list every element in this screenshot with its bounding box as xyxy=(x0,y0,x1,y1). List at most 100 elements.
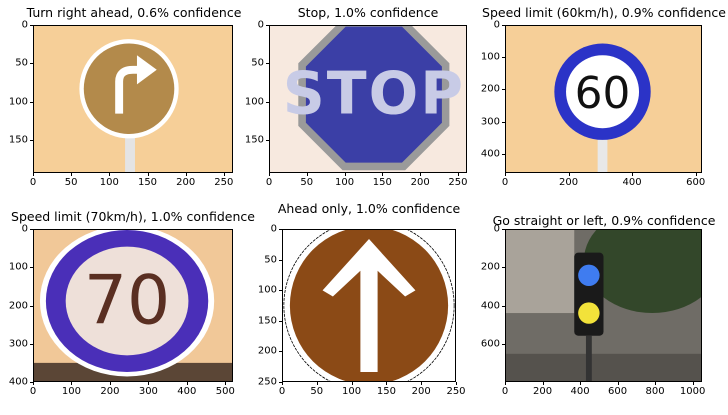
x-tick-label: 0 xyxy=(278,386,286,397)
sign-image xyxy=(506,230,701,381)
y-tick xyxy=(502,343,505,345)
y-tick-label: 600 xyxy=(480,338,500,350)
x-tick xyxy=(33,173,34,176)
y-tick xyxy=(266,63,269,65)
y-tick-label: 0 xyxy=(270,223,277,235)
yellow-light xyxy=(578,302,600,324)
y-tick xyxy=(266,25,269,26)
x-tick-label: 150 xyxy=(376,386,396,397)
y-tick xyxy=(30,25,33,26)
y-tick xyxy=(30,101,33,103)
y-tick xyxy=(266,140,269,142)
y-tick xyxy=(279,290,282,292)
x-tick-label: 100 xyxy=(342,386,362,397)
y-tick xyxy=(30,140,33,142)
y-tick xyxy=(502,153,505,155)
sign-face xyxy=(305,26,442,163)
image-axes: 60 xyxy=(505,25,702,173)
x-tick xyxy=(505,382,506,385)
y-tick xyxy=(502,57,505,59)
y-tick-label: 400 xyxy=(480,300,500,311)
sign-text: STOP xyxy=(283,60,465,128)
x-tick xyxy=(223,173,225,176)
panel-title: Turn right ahead, 0.6% confidence xyxy=(26,5,242,20)
x-tick-label: 400 xyxy=(570,386,590,397)
image-axes xyxy=(505,229,702,382)
foliage xyxy=(584,230,701,314)
image-axes: 70 xyxy=(33,229,233,382)
y-tick-label: 0 xyxy=(493,19,500,31)
x-tick-label: 0 xyxy=(29,386,37,397)
arrow-shaft xyxy=(115,65,139,114)
y-tick-label: 200 xyxy=(480,261,500,273)
sign-image xyxy=(283,230,455,381)
sign-image: 70 xyxy=(34,230,232,381)
panel-title: Speed limit (60km/h), 0.9% confidence xyxy=(482,5,726,20)
panel-title: Speed limit (70km/h), 1.0% confidence xyxy=(11,209,255,224)
blue-light xyxy=(578,264,600,287)
x-tick-label: 0 xyxy=(501,177,509,188)
x-tick xyxy=(33,382,34,385)
y-tick-label: 150 xyxy=(244,134,264,146)
x-tick-label: 0 xyxy=(501,386,509,397)
sign-image: 60 xyxy=(506,26,701,172)
x-tick-label: 250 xyxy=(214,177,234,188)
sign-post xyxy=(125,116,135,172)
y-tick-label: 150 xyxy=(257,315,277,327)
x-tick xyxy=(306,173,308,176)
image-axes xyxy=(33,25,233,173)
y-tick-label: 0 xyxy=(493,223,500,235)
y-tick-label: 200 xyxy=(257,345,277,357)
x-tick-label: 100 xyxy=(99,177,119,188)
y-tick-label: 400 xyxy=(480,148,500,160)
x-tick xyxy=(316,382,318,385)
y-tick-label: 100 xyxy=(8,96,28,108)
x-tick xyxy=(71,382,73,385)
x-tick-label: 600 xyxy=(686,177,706,188)
y-tick-label: 100 xyxy=(480,51,500,63)
y-tick xyxy=(279,229,282,230)
x-tick xyxy=(692,382,694,385)
sign-inner xyxy=(65,246,189,356)
x-tick-label: 1000 xyxy=(679,386,706,397)
x-tick-label: 200 xyxy=(559,177,579,188)
x-tick-label: 50 xyxy=(310,386,324,397)
x-tick xyxy=(282,382,283,385)
y-tick xyxy=(279,351,282,353)
x-tick xyxy=(344,173,346,176)
sign-image xyxy=(34,26,232,172)
x-tick-label: 500 xyxy=(215,386,235,397)
x-tick xyxy=(109,382,111,385)
x-tick xyxy=(695,173,697,176)
y-tick-label: 0 xyxy=(21,223,28,235)
x-tick xyxy=(568,173,570,176)
x-tick xyxy=(186,382,188,385)
y-tick xyxy=(30,305,33,307)
x-tick xyxy=(542,382,544,385)
y-tick-label: 150 xyxy=(8,134,28,146)
x-tick-label: 200 xyxy=(410,177,430,188)
y-tick xyxy=(502,267,505,269)
street xyxy=(506,353,701,381)
x-tick xyxy=(617,382,619,385)
y-tick-label: 300 xyxy=(480,116,500,128)
x-tick xyxy=(109,173,111,176)
x-tick-label: 150 xyxy=(137,177,158,188)
x-tick xyxy=(269,173,270,176)
arrow-head xyxy=(136,55,157,85)
x-tick xyxy=(421,382,423,385)
y-tick-label: 50 xyxy=(264,254,277,266)
y-tick-label: 400 xyxy=(8,376,28,388)
x-tick-label: 300 xyxy=(138,386,158,397)
building xyxy=(506,230,575,314)
y-tick xyxy=(30,267,33,269)
sign-outline xyxy=(283,230,455,381)
y-tick-label: 250 xyxy=(257,376,277,388)
light-pole xyxy=(585,335,592,381)
image-axes: STOP xyxy=(269,25,467,173)
y-tick xyxy=(30,229,33,230)
x-tick xyxy=(147,173,149,176)
x-tick-label: 800 xyxy=(645,386,665,397)
x-tick-label: 50 xyxy=(64,177,78,188)
y-tick-label: 100 xyxy=(8,261,28,273)
